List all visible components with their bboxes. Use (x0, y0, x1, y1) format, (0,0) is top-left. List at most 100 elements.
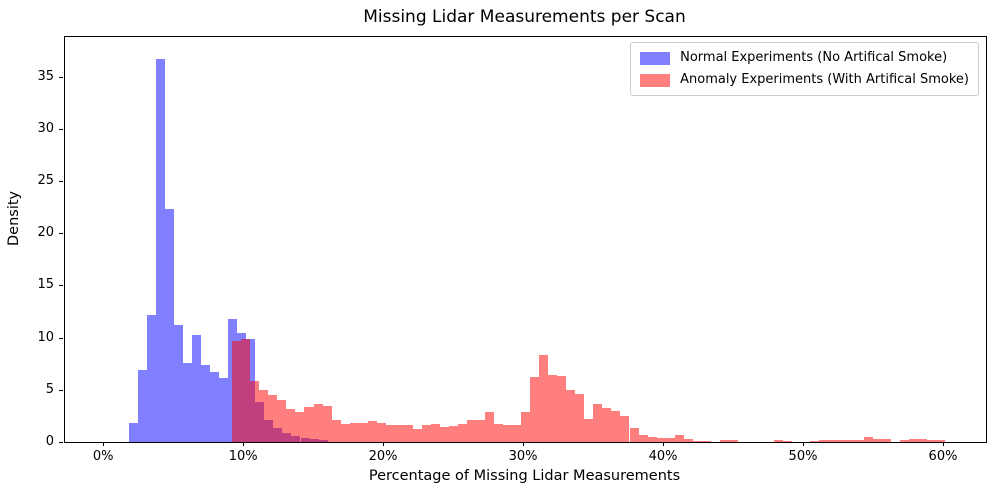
histogram-bar-anomaly (683, 438, 693, 442)
histogram-bar-anomaly (837, 439, 847, 442)
x-tick-mark (803, 442, 804, 446)
histogram-bar-anomaly (358, 422, 368, 442)
x-tick-label: 0% (92, 449, 114, 464)
histogram-bar-normal (192, 334, 202, 442)
y-tick-mark (59, 285, 63, 287)
legend-item-normal: Normal Experiments (No Artifical Smoke) (640, 50, 969, 66)
histogram-bar-normal (201, 364, 211, 442)
histogram-bar-anomaly (846, 439, 856, 442)
histogram-bar-anomaly (602, 407, 612, 442)
histogram-bar-normal (219, 378, 229, 442)
histogram-bar-anomaly (232, 340, 242, 442)
histogram-bar-anomaly (448, 426, 458, 442)
y-tick-label: 20 (37, 225, 54, 241)
histogram-bar-normal (165, 209, 175, 442)
histogram-bar-anomaly (385, 425, 395, 442)
histogram-bar-anomaly (494, 424, 504, 442)
histogram-bar-anomaly (340, 423, 350, 442)
histogram-bar-anomaly (313, 404, 323, 442)
x-axis-label: Percentage of Missing Lidar Measurements (368, 468, 681, 484)
histogram-bar-anomaly (457, 423, 467, 442)
histogram-bar-anomaly (259, 389, 269, 442)
histogram-bar-anomaly (376, 422, 386, 442)
histogram-bar-anomaly (277, 400, 287, 442)
histogram-bar-anomaly (331, 420, 341, 442)
histogram-bar-anomaly (485, 411, 495, 442)
histogram-bar-anomaly (367, 421, 377, 442)
histogram-bar-anomaly (430, 423, 440, 442)
y-tick-label: 5 (45, 381, 54, 397)
y-tick-mark (59, 337, 63, 339)
histogram-bar-anomaly (927, 439, 937, 442)
histogram-bar-anomaly (476, 420, 486, 442)
x-tick-label: 20% (368, 449, 398, 464)
histogram-bar-anomaly (629, 428, 639, 442)
x-tick-label: 50% (788, 449, 818, 464)
histogram-bar-anomaly (593, 404, 603, 442)
histogram-bar-anomaly (773, 440, 783, 442)
x-tick-mark (103, 442, 105, 446)
y-axis-label: Density (6, 190, 22, 246)
x-tick-mark (383, 442, 385, 446)
x-tick-mark (523, 442, 525, 446)
histogram-bar-normal (137, 369, 147, 442)
histogram-bar-anomaly (692, 440, 702, 442)
histogram-bar-anomaly (566, 390, 576, 442)
y-tick-label: 35 (37, 68, 54, 84)
histogram-bar-anomaly (647, 436, 657, 442)
x-tick-label: 60% (928, 449, 958, 464)
histogram-bar-anomaly (882, 439, 892, 442)
histogram-bar-anomaly (873, 439, 883, 442)
legend-item-anomaly: Anomaly Experiments (With Artifical Smok… (640, 72, 969, 88)
histogram-bar-anomaly (349, 422, 359, 442)
histogram-bar-anomaly (412, 428, 422, 442)
histogram-bar-anomaly (539, 354, 549, 442)
histogram-bar-normal (210, 372, 220, 442)
histogram-bar-anomaly (620, 415, 630, 442)
histogram-bar-anomaly (250, 381, 260, 442)
y-tick-mark (59, 128, 63, 130)
histogram-bar-anomaly (304, 407, 314, 442)
histogram-bar-anomaly (719, 440, 729, 442)
y-tick-label: 25 (37, 173, 54, 188)
histogram-bar-anomaly (918, 439, 928, 442)
histogram-bar-anomaly (241, 338, 251, 442)
legend-label-anomaly: Anomaly Experiments (With Artifical Smok… (680, 72, 969, 87)
y-tick-label: 30 (37, 120, 54, 136)
histogram-bar-anomaly (421, 425, 431, 442)
x-tick-mark (243, 442, 245, 446)
histogram-bar-anomaly (810, 440, 820, 442)
histogram-bar-anomaly (900, 439, 910, 442)
histogram-bar-anomaly (701, 441, 711, 442)
x-tick-mark (663, 442, 665, 446)
histogram-bar-anomaly (575, 393, 585, 442)
legend-swatch-normal-icon (640, 51, 671, 65)
histogram-bar-anomaly (394, 424, 404, 442)
histogram-bar-anomaly (295, 411, 305, 442)
histogram-bar-anomaly (656, 437, 666, 442)
histogram-bar-normal (174, 325, 184, 442)
histogram-bar-anomaly (638, 434, 648, 442)
histogram-bar-anomaly (503, 424, 513, 442)
y-tick-label: 15 (37, 277, 54, 293)
legend: Normal Experiments (No Artifical Smoke) … (630, 42, 979, 96)
histogram-bar-anomaly (819, 439, 829, 442)
legend-label-normal: Normal Experiments (No Artifical Smoke) (680, 50, 948, 65)
histogram-bar-anomaly (322, 406, 332, 442)
histogram-bar-anomaly (665, 438, 675, 442)
legend-swatch-anomaly-icon (640, 73, 671, 87)
y-tick-mark (59, 442, 63, 443)
histogram-bar-anomaly (439, 426, 449, 442)
histogram-bar-normal (147, 314, 157, 442)
histogram-bar-anomaly (611, 410, 621, 442)
histogram-bar-anomaly (674, 434, 684, 442)
histogram-bar-normal (128, 423, 138, 442)
x-tick-label: 10% (228, 449, 258, 464)
y-tick-label: 0 (45, 434, 54, 449)
histogram-bar-anomaly (530, 377, 540, 442)
histogram-bar-anomaly (864, 437, 874, 442)
anomaly-series-layer (65, 37, 986, 442)
histogram-bar-anomaly (403, 424, 413, 442)
histogram-bar-normal (183, 362, 193, 442)
